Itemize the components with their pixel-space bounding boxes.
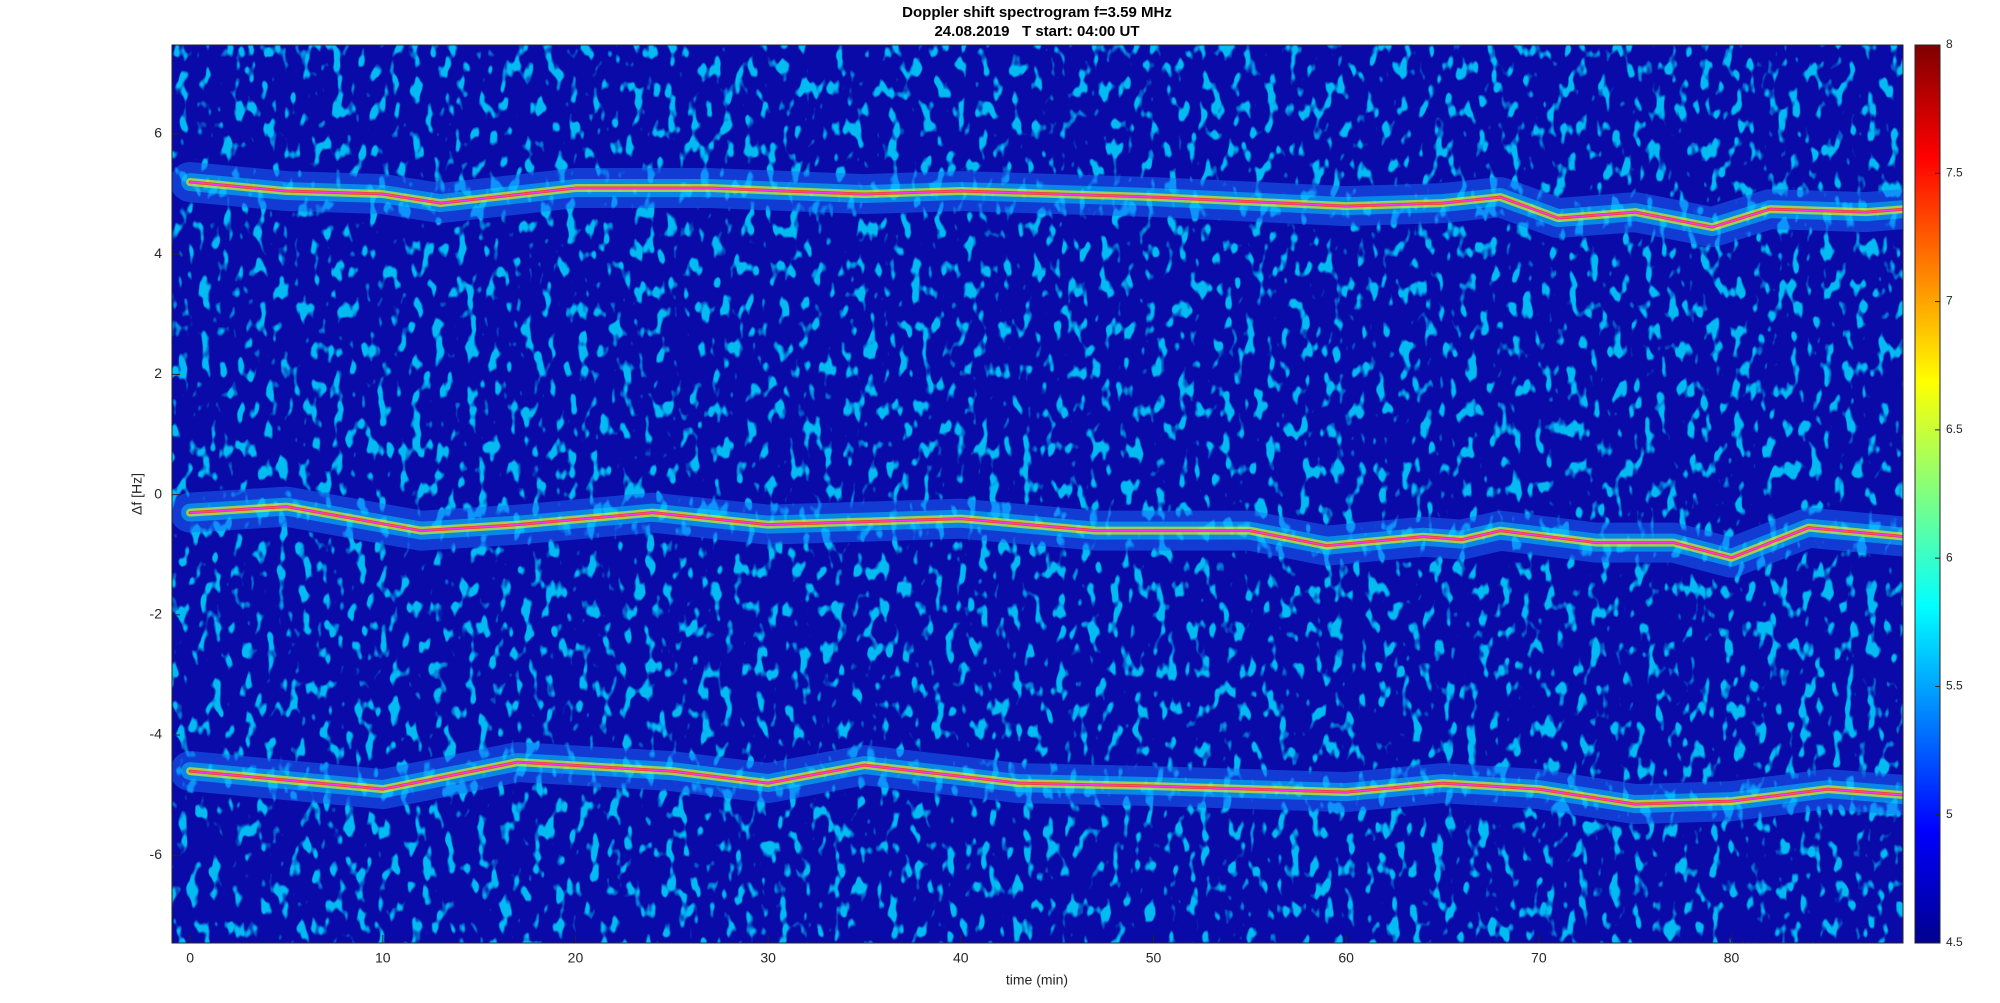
y-tick-label: 4 [154,245,162,261]
x-tick-label: 40 [953,950,969,966]
trace-line [190,505,1903,559]
colorbar-tick-label: 5.5 [1946,679,1963,693]
x-tick-label: 80 [1724,950,1740,966]
plot-frame [171,44,1904,944]
colorbar-tick-label: 4.5 [1946,935,1963,949]
x-axis-label: time (min) [1006,972,1068,988]
y-axis-label: Δf [Hz] [129,473,145,515]
trace-line [190,181,1903,228]
x-tick-label: 20 [568,950,584,966]
trace-line [190,761,1903,805]
y-tick-label: -2 [150,606,163,622]
chart-title: Doppler shift spectrogram f=3.59 MHz [902,4,1172,21]
x-tick-label: 10 [375,950,391,966]
x-tick-label: 30 [760,950,776,966]
traces [172,162,1903,825]
x-tick-label: 70 [1531,950,1547,966]
colorbar-tick-label: 5 [1946,807,1953,821]
colorbar-tick-label: 6 [1946,550,1953,564]
colorbar-tick-label: 8 [1946,37,1953,51]
y-tick-label: -4 [150,726,163,742]
colorbar-tick-label: 7.5 [1946,165,1963,179]
y-tick-label: 2 [154,365,162,381]
x-tick-label: 0 [186,950,194,966]
chart-subtitle: 24.08.2019 T start: 04:00 UT [934,23,1139,40]
x-tick-label: 50 [1146,950,1162,966]
colorbar-tick-label: 7 [1946,294,1953,308]
x-tick-label: 60 [1338,950,1354,966]
colorbar [1914,44,1941,944]
y-tick-label: 0 [154,485,162,501]
colorbar-tick-label: 6.5 [1946,422,1963,436]
y-tick-label: 6 [154,125,162,141]
y-tick-label: -6 [150,846,163,862]
